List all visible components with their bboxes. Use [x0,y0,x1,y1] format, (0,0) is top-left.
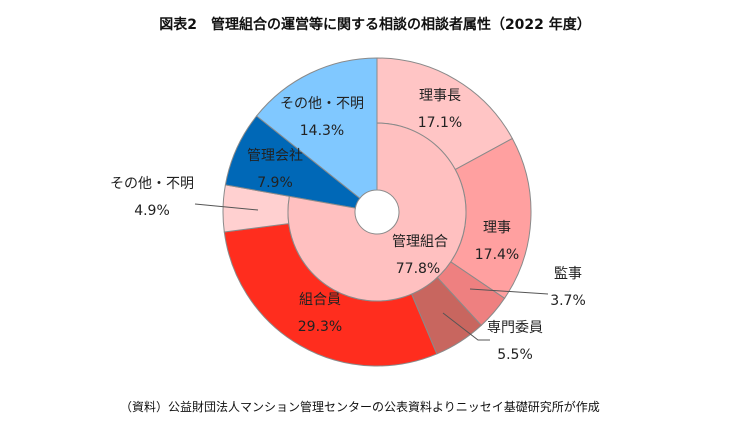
leader-line-2 [442,312,490,341]
data-label-name-3: 専門委員 [487,320,543,336]
data-label-value-7: 14.3% [300,123,344,139]
data-label-value-4: 29.3% [298,319,342,335]
data-label-name-1: 理事 [483,220,511,236]
chart-title: 図表2 管理組合の運営等に関する相談の相談者属性（2022 年度） [159,17,591,33]
inner-segment-kanri-kumiai [287,122,467,302]
data-label-name-7: その他・不明 [280,96,364,112]
leader-line-0 [194,203,259,211]
outer-segment-7 [255,57,378,199]
data-label-name-2: 監事 [554,265,582,282]
data-label-value-5: 4.9% [134,203,170,219]
data-label-value-3: 5.5% [497,347,533,363]
data-label-name-4: 組合員 [299,292,341,308]
leader-line-1 [469,288,549,295]
source-note: （資料）公益財団法人マンション管理センターの公表資料よりニッセイ基礎研究所が作成 [120,400,600,414]
data-label-value-0: 17.1% [418,115,462,131]
data-label-name-inner-0: 管理組合 [392,234,448,250]
data-label-value-1: 17.4% [475,247,519,263]
data-label-name-0: 理事長 [419,88,461,104]
data-label-value-6: 7.9% [257,175,293,191]
data-label-name-6: 管理会社 [247,148,303,164]
data-label-value-2: 3.7% [550,293,586,309]
data-label-name-5: その他・不明 [110,176,194,192]
data-label-value-inner-0: 77.8% [396,261,440,277]
